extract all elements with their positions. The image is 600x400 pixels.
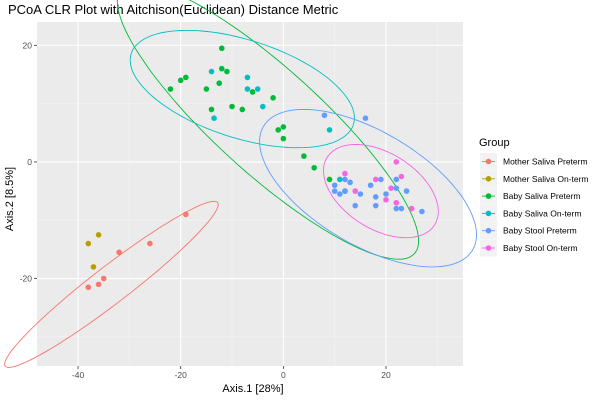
y-tick-label: 20 (23, 40, 33, 50)
data-point (372, 194, 379, 200)
data-point (342, 176, 348, 183)
data-point (249, 89, 256, 95)
legend-key-point (485, 158, 492, 165)
y-tick-label: -20 (20, 274, 33, 284)
data-point (331, 182, 338, 189)
data-point (95, 232, 102, 238)
data-point (403, 188, 410, 194)
data-point (301, 153, 307, 159)
data-point (254, 86, 261, 92)
data-point (90, 264, 97, 270)
data-point (203, 86, 210, 92)
data-point (311, 164, 317, 171)
data-point (183, 211, 189, 218)
legend-label: Baby Saliva Preterm (503, 191, 580, 201)
data-point (280, 124, 287, 130)
data-point (352, 202, 359, 209)
x-tick-label: 20 (381, 370, 391, 380)
data-point (383, 197, 389, 203)
data-point (260, 103, 266, 110)
data-point (393, 205, 400, 212)
data-point (331, 188, 338, 194)
y-tick-label: 0 (27, 157, 32, 167)
x-tick-label: -20 (175, 370, 188, 380)
data-point (275, 127, 282, 133)
data-point (321, 112, 328, 119)
confidence-ellipse (4, 200, 219, 368)
confidence-ellipse (323, 144, 439, 239)
x-tick-label: -40 (72, 370, 85, 380)
y-axis-title: Axis.2 [8.5%] (4, 167, 16, 231)
data-point (342, 170, 348, 177)
data-point (362, 115, 369, 122)
legend-key-point (485, 176, 492, 182)
data-point (408, 205, 415, 212)
data-point (95, 281, 102, 288)
legend-label: Baby Saliva On-term (503, 208, 581, 218)
data-point (208, 68, 215, 75)
legend-label: Mother Saliva On-term (503, 174, 589, 184)
data-point (85, 284, 92, 291)
data-point (383, 191, 389, 197)
data-point (393, 159, 400, 165)
data-point (367, 182, 374, 189)
legend: Group Mother Saliva Preterm Mother Saliva… (479, 137, 589, 257)
data-point (244, 74, 251, 81)
legend-label: Baby Stool On-term (503, 243, 578, 253)
data-point (337, 176, 343, 183)
data-point (218, 65, 225, 72)
x-tick-label: 0 (281, 370, 286, 380)
confidence-ellipse (259, 108, 477, 268)
legend-key-point (485, 193, 492, 199)
data-point (183, 74, 189, 81)
legend-label: Baby Stool Preterm (503, 226, 577, 236)
data-point (326, 127, 333, 133)
legend-key-point (485, 210, 492, 217)
plot-panel (4, 0, 477, 368)
data-point (244, 86, 251, 92)
data-point (337, 191, 343, 197)
legend-key-point (485, 245, 492, 251)
plot-background (37, 22, 463, 366)
legend-title: Group (479, 137, 510, 149)
data-point (342, 188, 348, 194)
data-point (388, 185, 394, 191)
confidence-ellipse (129, 29, 355, 149)
data-point (372, 202, 379, 209)
data-point (167, 86, 174, 92)
data-point (177, 77, 184, 84)
data-point (116, 249, 122, 256)
data-point (208, 106, 215, 113)
data-point (372, 176, 379, 183)
chart-title: PCoA CLR Plot with Aitchison(Euclidean) … (8, 2, 339, 17)
legend-label: Mother Saliva Preterm (503, 157, 588, 167)
x-axis-title: Axis.1 [28%] (222, 383, 283, 395)
data-point (347, 179, 353, 186)
data-point (419, 208, 425, 215)
data-point (398, 173, 405, 180)
data-point (239, 106, 246, 113)
data-point (211, 115, 217, 122)
data-point (270, 94, 276, 101)
data-point (218, 45, 225, 52)
data-point (216, 80, 223, 87)
data-point (229, 103, 235, 110)
data-point (393, 185, 400, 191)
data-point (393, 176, 400, 183)
data-point (280, 135, 287, 142)
data-point (326, 176, 333, 183)
data-point (398, 205, 405, 212)
data-point (352, 188, 359, 194)
data-point (100, 275, 107, 282)
data-point (357, 191, 364, 197)
data-point (85, 240, 92, 247)
data-point (393, 199, 400, 206)
confidence-ellipse (116, 0, 420, 260)
data-point (378, 176, 384, 183)
data-point (224, 68, 230, 75)
data-point (147, 240, 153, 247)
legend-key-point (485, 227, 492, 234)
